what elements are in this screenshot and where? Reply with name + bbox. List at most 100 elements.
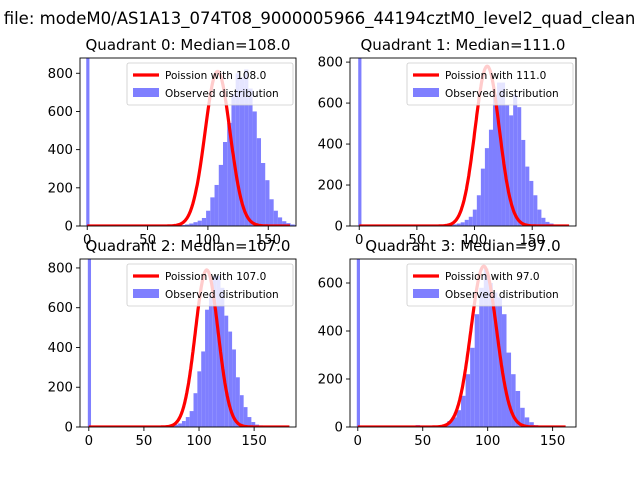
y-tick-label: 600 — [48, 301, 73, 316]
x-tick-label: 50 — [414, 434, 431, 449]
histogram-bar — [239, 395, 244, 427]
legend-observed-swatch — [133, 88, 159, 97]
histogram-bar — [222, 142, 228, 226]
subplot-0: 0 50 100 150 0 200 400 600 800 Quadrant 0: Median… — [48, 36, 297, 248]
histogram-bar — [509, 115, 514, 226]
histogram-bar — [206, 210, 211, 226]
histogram-bar — [488, 283, 493, 427]
legend-observed-swatch — [413, 88, 439, 97]
histogram-bar — [208, 295, 213, 427]
x-tick-label: 100 — [186, 434, 211, 449]
histogram-bar — [232, 349, 236, 427]
histogram-bar — [488, 129, 493, 226]
histogram-bar — [529, 422, 534, 427]
histogram-bar — [464, 219, 469, 226]
x-tick-label: 50 — [135, 434, 152, 449]
y-tick-label: 800 — [48, 67, 73, 82]
legend-observed-swatch — [413, 289, 439, 298]
histogram-bar — [520, 407, 525, 427]
figure-title: h file: modeM0/AS1A13_074T08_9000005966_… — [0, 9, 636, 28]
histogram-bar — [178, 423, 182, 427]
x-tick-label: 0 — [85, 434, 93, 449]
plot-area — [86, 58, 296, 226]
histogram-bar — [197, 371, 202, 427]
axes-frame — [349, 258, 577, 428]
subplot-title: Quadrant 1: Median=111.0 — [361, 36, 566, 54]
histogram-bar — [492, 292, 498, 427]
y-tick-label: 600 — [318, 277, 343, 292]
legend-box — [406, 62, 574, 106]
x-tick-label: 100 — [195, 233, 220, 248]
x-tick-label: 50 — [139, 233, 156, 248]
histogram-bar — [174, 424, 179, 427]
poisson-curve — [86, 69, 291, 226]
histogram-bar — [247, 417, 252, 427]
histogram-bar — [545, 221, 550, 226]
histogram-bar — [273, 210, 278, 226]
zero-spike-bar — [86, 58, 90, 226]
histogram-bar — [180, 225, 185, 226]
y-tick-label: 800 — [318, 56, 343, 71]
legend: Poission with 97.0 Observed distribution — [406, 263, 574, 307]
legend-box — [406, 263, 574, 307]
histogram-bar — [269, 199, 274, 226]
poisson-curve — [87, 268, 291, 427]
x-tick-label: 50 — [408, 233, 425, 248]
histogram-bar — [184, 224, 190, 226]
x-tick-label: 0 — [355, 233, 363, 248]
histogram-bar — [205, 309, 209, 427]
histogram-bar — [468, 216, 473, 226]
x-tick-label: 150 — [519, 233, 544, 248]
zero-spike-bar — [356, 259, 360, 427]
legend-observed-label: Observed distribution — [445, 88, 559, 100]
legend-observed-label: Observed distribution — [165, 289, 279, 301]
histogram-bar — [235, 377, 240, 427]
histogram-bar — [474, 314, 480, 427]
histogram-bar — [243, 407, 248, 427]
histogram-bar — [282, 221, 287, 226]
y-tick-label: 0 — [65, 421, 73, 436]
histogram-bar — [197, 220, 202, 226]
y-tick-label: 0 — [335, 220, 343, 235]
legend-poisson-label: Poission with 111.0 — [445, 70, 546, 82]
subplot-title: Quadrant 2: Median=107.0 — [86, 237, 291, 255]
histogram-bar — [456, 410, 462, 427]
histogram-bar — [480, 168, 485, 226]
x-tick-label: 150 — [256, 233, 281, 248]
y-tick-label: 600 — [48, 105, 73, 120]
legend-observed-label: Observed distribution — [165, 88, 279, 100]
histogram-bar — [214, 184, 219, 226]
histogram-bar — [244, 69, 249, 226]
histogram-bar — [515, 391, 521, 427]
histogram-bar — [224, 315, 229, 427]
histogram-bar — [452, 224, 457, 226]
histogram-bar — [216, 275, 221, 427]
axes-frame — [349, 57, 577, 227]
histogram-bar — [465, 374, 471, 427]
legend: Poission with 111.0 Observed distribution — [406, 62, 574, 106]
plot-area — [87, 259, 291, 427]
x-tick-label: 100 — [475, 434, 500, 449]
zero-spike-bar — [358, 58, 362, 226]
histogram-bar — [513, 94, 518, 226]
histogram-bar — [501, 314, 507, 427]
histogram-bar — [476, 195, 481, 226]
histogram-bar — [189, 411, 194, 427]
subplot-title: Quadrant 0: Median=108.0 — [86, 36, 291, 54]
y-tick-label: 400 — [318, 138, 343, 153]
histogram-bar — [492, 94, 498, 226]
axes-frame — [79, 57, 297, 227]
histogram-bar — [189, 223, 194, 226]
legend-poisson-label: Poission with 97.0 — [445, 271, 540, 283]
histogram-bar — [497, 82, 502, 226]
y-tick-label: 400 — [48, 341, 73, 356]
legend-box — [126, 62, 294, 106]
legend-poisson-label: Poission with 108.0 — [165, 70, 266, 82]
legend: Poission with 108.0 Observed distribution — [126, 62, 294, 106]
y-tick-label: 200 — [318, 373, 343, 388]
histogram-bar — [251, 422, 256, 427]
legend-box — [126, 263, 294, 307]
x-tick-label: 0 — [83, 233, 91, 248]
histogram-bar — [290, 224, 295, 226]
